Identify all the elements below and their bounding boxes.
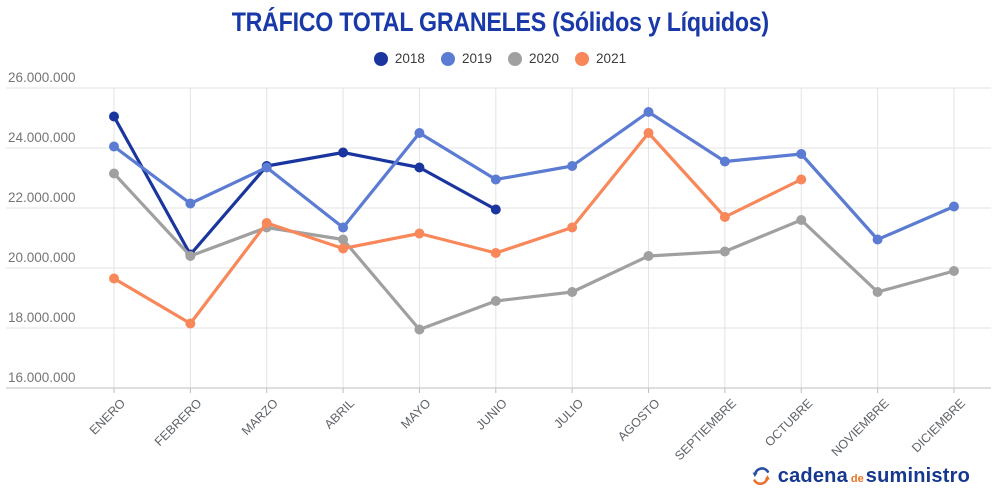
legend-item-2018: 2018 (373, 51, 425, 66)
data-point-2021-febrero (185, 318, 196, 329)
brand-logo-text: cadena de suministro (778, 465, 970, 488)
horizontal-gridlines (6, 87, 991, 389)
data-point-2021-julio (567, 222, 578, 233)
legend-dot-2019 (440, 51, 455, 66)
data-point-2019-octubre (796, 149, 807, 159)
data-point-2020-octubre (796, 215, 807, 225)
brand-word-suministro: suministro (865, 464, 970, 487)
data-point-2019-diciembre (948, 201, 959, 212)
data-point-2021-septiembre (719, 212, 730, 222)
data-point-2019-julio (567, 161, 578, 171)
x-axis-labels: ENERO FEBRERO MARZO ABRIL MAYO JUNIO JULIO AGOS… (87, 396, 968, 463)
svg-text:NOVIEMBRE: NOVIEMBRE (829, 396, 892, 459)
series-2020 (109, 168, 959, 335)
chart-legend: 2018 2019 2020 2021 (0, 51, 1000, 66)
data-point-2020-diciembre (948, 266, 959, 276)
svg-text:26.000.000: 26.000.000 (8, 70, 76, 85)
data-point-2018-enero (109, 111, 119, 122)
data-point-2019-marzo (261, 162, 272, 173)
data-point-2020-agosto (643, 251, 654, 261)
legend-item-2021: 2021 (575, 51, 626, 66)
svg-text:OCTUBRE: OCTUBRE (762, 396, 815, 449)
brand-word-cadena: cadena (777, 464, 848, 487)
data-point-2019-mayo (414, 128, 425, 138)
data-point-2019-junio (490, 174, 501, 185)
data-point-2020-mayo (414, 324, 425, 335)
brand-logo: cadena de suministro (750, 464, 970, 488)
svg-text:ABRIL: ABRIL (322, 396, 357, 431)
data-point-2020-noviembre (872, 287, 883, 297)
legend-dot-2018 (373, 51, 388, 66)
svg-text:JULIO: JULIO (551, 396, 586, 431)
data-point-2021-mayo (414, 228, 425, 239)
svg-text:24.000.000: 24.000.000 (8, 130, 76, 145)
brand-word-de: de (850, 472, 864, 485)
data-point-2020-enero (109, 168, 119, 179)
data-point-2020-febrero (185, 251, 196, 261)
data-point-2020-septiembre (719, 246, 730, 257)
data-point-2019-enero (109, 141, 119, 152)
svg-text:MAYO: MAYO (398, 396, 433, 431)
legend-label-2018: 2018 (394, 51, 425, 66)
legend-label-2019: 2019 (461, 51, 492, 66)
data-point-2020-julio (567, 287, 578, 297)
legend-label-2020: 2020 (529, 51, 560, 66)
svg-text:AGOSTO: AGOSTO (615, 396, 663, 444)
svg-text:ENERO: ENERO (87, 396, 129, 438)
series-2019 (109, 107, 959, 245)
svg-text:MARZO: MARZO (239, 396, 281, 438)
data-point-2021-marzo (261, 218, 272, 228)
data-point-2019-febrero (185, 198, 196, 209)
data-point-2018-mayo (414, 162, 425, 173)
svg-text:16.000.000: 16.000.000 (8, 370, 76, 385)
legend-dot-2020 (508, 51, 522, 66)
data-point-2020-junio (490, 296, 501, 306)
chart-title: TRÁFICO TOTAL GRANELES (Sólidos y Líquid… (0, 7, 1000, 38)
svg-text:18.000.000: 18.000.000 (8, 310, 76, 325)
data-point-2020-abril (338, 234, 349, 245)
svg-text:JUNIO: JUNIO (474, 396, 511, 433)
data-point-2021-junio (490, 248, 501, 258)
svg-text:DICIEMBRE: DICIEMBRE (909, 396, 968, 455)
data-point-2019-agosto (643, 107, 654, 117)
data-point-2021-octubre (796, 174, 807, 185)
data-point-2019-abril (338, 222, 349, 233)
svg-text:22.000.000: 22.000.000 (8, 190, 76, 205)
svg-text:SEPTIEMBRE: SEPTIEMBRE (672, 396, 739, 463)
circular-arrows-icon (752, 467, 770, 485)
data-point-2018-junio (490, 204, 501, 215)
data-point-2019-noviembre (872, 234, 883, 245)
legend-dot-2021 (575, 51, 590, 66)
y-axis-labels: 16.000.000 18.000.000 20.000.000 22.000.000… (8, 70, 76, 385)
svg-text:FEBRERO: FEBRERO (152, 396, 205, 449)
data-point-2021-enero (109, 273, 119, 284)
legend-item-2020: 2020 (508, 51, 559, 66)
series-2021 (109, 128, 807, 329)
data-point-2021-agosto (643, 128, 654, 138)
data-point-2021-abril (338, 243, 349, 254)
data-point-2018-abril (338, 147, 349, 158)
data-point-2019-septiembre (719, 156, 730, 167)
legend-item-2019: 2019 (440, 51, 492, 66)
legend-label-2021: 2021 (596, 51, 627, 66)
chart-title-text: TRÁFICO TOTAL GRANELES (Sólidos y Líquid… (231, 7, 769, 37)
svg-text:20.000.000: 20.000.000 (8, 250, 76, 265)
